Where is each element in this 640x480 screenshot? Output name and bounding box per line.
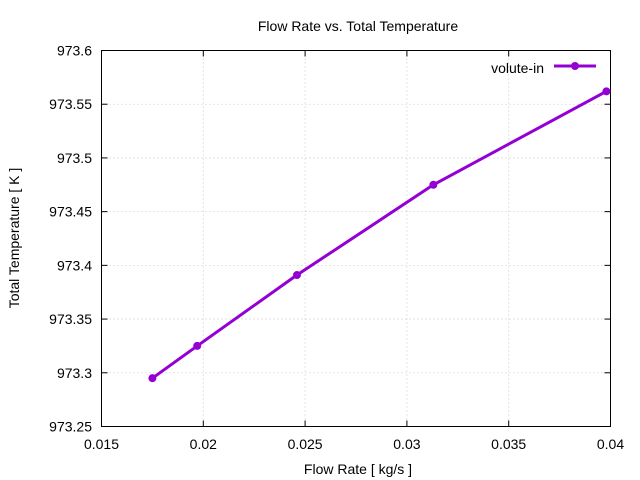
series-line xyxy=(151,90,608,380)
x-tick-label: 0.03 xyxy=(393,436,420,452)
y-tick-label: 973.5 xyxy=(57,150,92,166)
chart-title: Flow Rate vs. Total Temperature xyxy=(258,18,458,34)
legend-label: volute-in xyxy=(491,60,544,76)
legend: volute-in xyxy=(491,60,596,76)
data-point xyxy=(292,271,301,280)
x-tick-label: 0.015 xyxy=(84,436,119,452)
data-point xyxy=(602,87,611,96)
x-tick-label: 0.04 xyxy=(597,436,624,452)
data-point xyxy=(429,180,438,189)
data-point xyxy=(193,341,202,350)
y-tick-label: 973.3 xyxy=(57,365,92,381)
x-tick-label: 0.025 xyxy=(288,436,323,452)
y-tick-label: 973.6 xyxy=(57,43,92,59)
y-tick-label: 973.35 xyxy=(49,311,92,327)
x-tick-label: 0.035 xyxy=(491,436,526,452)
plot-frame xyxy=(101,50,611,427)
y-tick-label: 973.45 xyxy=(49,204,92,220)
series xyxy=(148,87,611,383)
grid xyxy=(101,50,611,427)
axis-ticks: 0.015 0.02 0.025 0.03 0.035 0.04 973.25 973.3 97… xyxy=(49,43,624,453)
y-tick-label: 973.25 xyxy=(49,419,92,435)
data-point xyxy=(148,374,157,383)
y-tick-label: 973.4 xyxy=(57,257,92,273)
legend-marker xyxy=(571,62,579,70)
y-axis-label: Total Temperature [ K ] xyxy=(6,168,22,309)
y-tick-label: 973.55 xyxy=(49,96,92,112)
x-axis-label: Flow Rate [ kg/s ] xyxy=(304,461,412,477)
x-tick-label: 0.02 xyxy=(190,436,217,452)
